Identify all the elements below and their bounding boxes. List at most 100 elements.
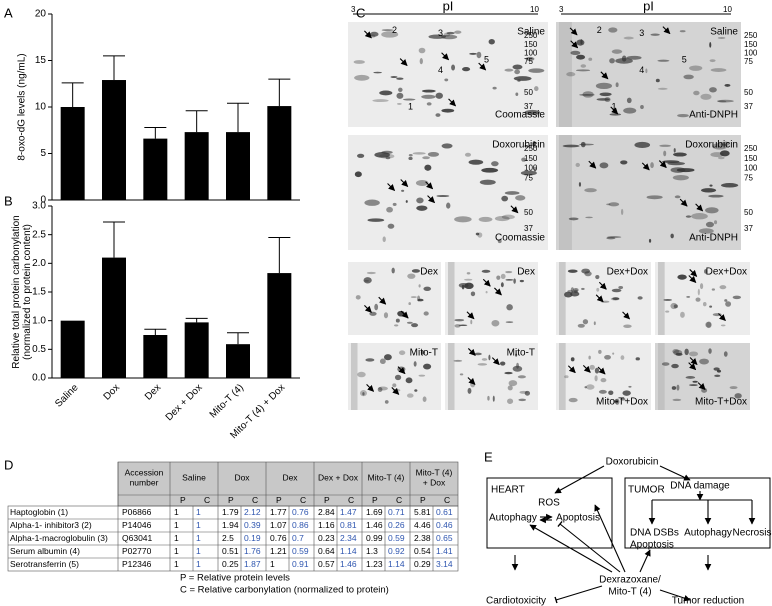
- mw-marker: 37: [744, 224, 753, 233]
- protein-value: 1.3: [366, 546, 378, 556]
- carbonylation-value: 0.61: [436, 507, 453, 517]
- protein-spot: [697, 288, 700, 296]
- protein-spot: [612, 297, 620, 301]
- protein-spot: [496, 275, 501, 280]
- spot-arrow: [688, 275, 697, 283]
- protein-spot: [713, 367, 720, 371]
- protein-spot: [622, 390, 631, 396]
- protein-spot: [566, 72, 576, 77]
- protein-spot: [367, 218, 385, 222]
- protein-spot: [392, 202, 397, 206]
- spot-arrow: [400, 310, 409, 319]
- gel-label: Doxorubicin: [685, 140, 738, 151]
- protein-spot: [677, 113, 689, 118]
- protein-spot: [485, 290, 488, 294]
- protein-spot: [398, 87, 403, 93]
- protein-spot: [640, 105, 644, 110]
- protein-spot: [354, 171, 362, 178]
- protein-spot: [712, 143, 728, 150]
- spot-arrow: [366, 383, 375, 392]
- table-subheader: C: [204, 495, 210, 505]
- protein-value: 1.46: [366, 520, 383, 530]
- protein-spot: [382, 236, 386, 243]
- gel-label: Dex: [420, 267, 438, 278]
- protein-spot: [365, 358, 375, 362]
- carbonylation-value: 0.65: [436, 533, 453, 543]
- protein-spot: [671, 363, 679, 369]
- protein-spot: [686, 296, 691, 298]
- carbonylation-value: 1: [196, 520, 201, 530]
- mw-marker: 37: [524, 224, 533, 233]
- protein-spot: [517, 79, 521, 82]
- carbonylation-value: 1: [196, 507, 201, 517]
- protein-value: 0.23: [318, 533, 335, 543]
- spot-arrow: [610, 106, 619, 115]
- protein-spot: [357, 153, 365, 158]
- table-subheader: P: [228, 495, 234, 505]
- protein-spot: [413, 361, 417, 367]
- label: Apoptosis: [556, 513, 600, 524]
- protein-spot: [464, 152, 472, 157]
- mw-marker: 250: [524, 31, 538, 40]
- protein-spot: [665, 310, 670, 313]
- protein-spot: [719, 150, 730, 157]
- protein-spot: [416, 197, 424, 204]
- protein-spot: [533, 166, 537, 172]
- mw-marker: 37: [524, 102, 533, 111]
- protein-spot: [612, 352, 615, 355]
- protein-spot: [528, 68, 545, 73]
- protein-spot: [491, 161, 499, 167]
- protein-spot: [410, 296, 417, 299]
- protein-spot: [709, 305, 713, 308]
- table-subheader: C: [252, 495, 258, 505]
- protein-spot: [698, 228, 714, 234]
- protein-value: 1: [174, 559, 179, 569]
- protein-spot: [585, 216, 593, 219]
- protein-spot: [374, 152, 390, 158]
- carbonylation-value: 3.14: [436, 559, 453, 569]
- panel-label: B: [4, 193, 13, 208]
- protein-spot: [562, 144, 580, 148]
- carbonylation-value: 0.39: [244, 520, 261, 530]
- mw-marker: 100: [744, 164, 758, 173]
- gel-label: Doxorubicin: [492, 140, 545, 151]
- protein-spot: [499, 361, 506, 366]
- spot-label: 5: [682, 54, 687, 64]
- protein-spot: [608, 202, 620, 207]
- protein-spot: [477, 363, 488, 366]
- protein-spot: [492, 395, 495, 402]
- protein-spot: [584, 386, 587, 389]
- protein-spot: [411, 323, 419, 328]
- accession: Q63041: [122, 533, 153, 543]
- table-note: P = Relative protein levels: [180, 573, 290, 584]
- protein-value: 1.21: [270, 546, 287, 556]
- bar: [143, 138, 168, 200]
- protein-spot: [615, 398, 620, 405]
- label: DNA DSBs: [630, 528, 679, 539]
- protein-spot: [395, 318, 400, 323]
- protein-spot: [623, 36, 634, 40]
- spot-arrow: [658, 160, 667, 169]
- spot-arrow: [467, 348, 476, 356]
- bar: [184, 322, 209, 378]
- protein-value: 1.94: [222, 520, 239, 530]
- protein-spot: [474, 352, 482, 356]
- protein-value: 2.5: [222, 533, 234, 543]
- gel-streak: [448, 262, 455, 335]
- protein-spot: [567, 269, 578, 273]
- protein-spot: [394, 324, 399, 327]
- protein-spot: [381, 31, 399, 38]
- spot-arrow: [441, 52, 450, 61]
- protein-spot: [674, 195, 681, 199]
- protein-spot: [387, 223, 395, 229]
- protein-spot: [573, 289, 578, 294]
- pI-label: pI: [443, 0, 454, 13]
- accession: P14046: [122, 520, 152, 530]
- protein-spot: [699, 358, 709, 365]
- protein-spot: [709, 59, 716, 63]
- mw-marker: 37: [744, 102, 753, 111]
- protein-spot: [671, 386, 677, 390]
- protein-spot: [461, 284, 465, 290]
- mw-marker: 50: [744, 88, 753, 97]
- gel-label: Mito-T+Dox: [596, 397, 648, 408]
